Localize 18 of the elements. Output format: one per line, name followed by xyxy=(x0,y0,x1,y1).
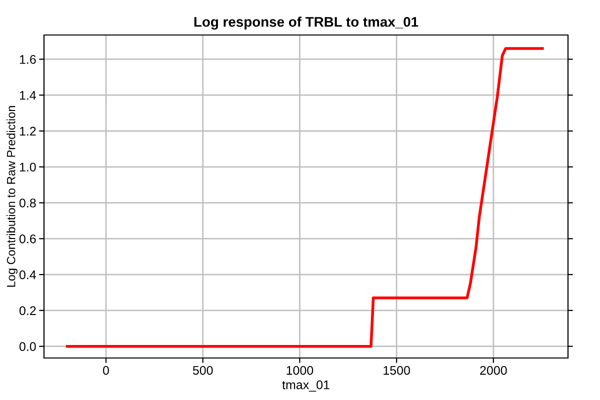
y-axis-title: Log Contribution to Raw Prediction xyxy=(6,106,18,287)
x-axis-title: tmax_01 xyxy=(282,380,330,392)
x-tick-label: 1000 xyxy=(286,366,314,375)
x-tick-label: 1500 xyxy=(384,366,410,375)
y-tick-label: 1.4 xyxy=(20,91,36,100)
y-tick-label: 1.2 xyxy=(20,126,36,136)
y-tick-label: 0.2 xyxy=(19,306,36,316)
y-tick-label: 0.6 xyxy=(19,234,36,244)
y-tick-label: 0.8 xyxy=(19,198,36,208)
x-tick-label: 2000 xyxy=(480,366,507,375)
x-tick-label: 500 xyxy=(192,366,213,375)
line-series xyxy=(66,47,544,348)
chart-title: Log response of TRBL to tmax_01 xyxy=(194,16,418,30)
y-tick-label: 0.0 xyxy=(19,342,36,351)
y-tick-label: 1.0 xyxy=(20,162,36,172)
y-tick-label: 1.6 xyxy=(20,55,36,64)
x-tick-label: 0 xyxy=(103,366,109,375)
y-tick-label: 0.4 xyxy=(19,270,36,280)
